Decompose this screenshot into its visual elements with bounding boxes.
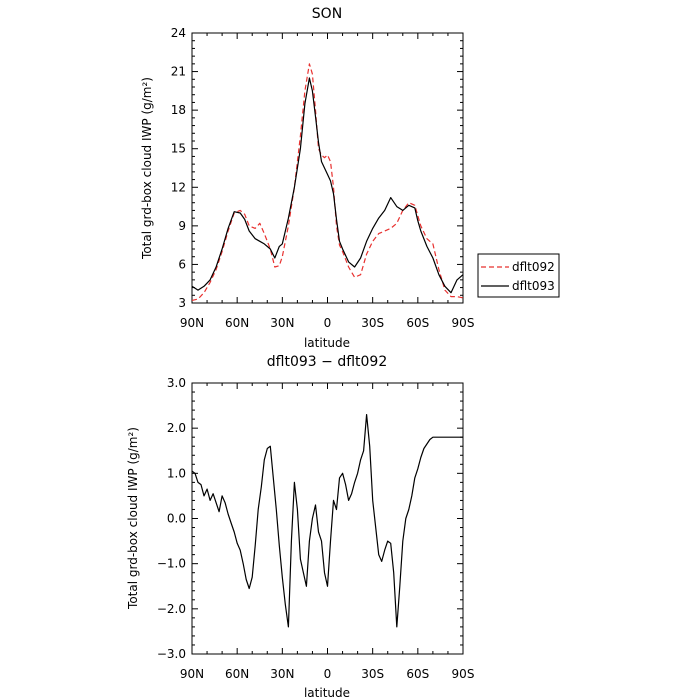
y-tick-label: −1.0 [157, 557, 186, 571]
x-tick-label: 60S [406, 316, 429, 330]
y-axis-label: Total grd-box cloud IWP (g/m²) [140, 77, 154, 260]
y-tick-label: 24 [171, 26, 186, 40]
x-tick-label: 60N [225, 667, 249, 681]
legend-label-dflt093: dflt093 [512, 279, 555, 293]
chart-bottom: dflt093 − dflt092 −3.0 −2.0 −1.0 0.0 1.0 2.0 3… [126, 354, 474, 700]
x-axis-label: latitude [304, 686, 350, 700]
x-tick-label: 60S [406, 667, 429, 681]
y-tick-label: 6 [178, 257, 186, 271]
y-axis-label: Total grd-box cloud IWP (g/m²) [126, 427, 140, 610]
x-axis: 90N 60N 30N 0 30S 60S 90S [180, 383, 475, 681]
series-line-dflt092 [191, 63, 464, 301]
chart-title: dflt093 − dflt092 [267, 354, 387, 370]
x-tick-label: 30N [270, 667, 294, 681]
x-tick-label: 0 [324, 667, 332, 681]
y-tick-label: 2.0 [167, 421, 186, 435]
plot-frame [191, 382, 464, 655]
x-tick-label: 30S [361, 316, 384, 330]
y-axis: 3 6 9 12 15 18 21 24 [171, 26, 463, 310]
y-tick-label: −2.0 [157, 602, 186, 616]
y-tick-label: 21 [171, 65, 186, 79]
series-line-dflt093 [191, 77, 464, 294]
plot-frame [191, 32, 464, 304]
series-group [191, 63, 464, 301]
legend-box [477, 253, 560, 298]
chart-top: SON 3 6 9 12 15 18 21 24 90N 60N 30N 0 30S 60S 90S la… [140, 6, 560, 350]
y-tick-label: 1.0 [167, 466, 186, 480]
x-tick-label: 90S [452, 667, 475, 681]
y-tick-label: 3 [178, 296, 186, 310]
x-tick-label: 90S [452, 316, 475, 330]
x-tick-label: 30N [270, 316, 294, 330]
y-tick-label: 18 [171, 103, 186, 117]
y-axis: −3.0 −2.0 −1.0 0.0 1.0 2.0 3.0 [157, 376, 463, 661]
chart-title: SON [312, 6, 342, 22]
series-line [191, 414, 463, 628]
x-axis-label: latitude [304, 336, 350, 350]
y-tick-label: 15 [171, 142, 186, 156]
legend: dflt092 dflt093 [477, 253, 560, 298]
x-axis: 90N 60N 30N 0 30S 60S 90S [180, 33, 475, 330]
x-tick-label: 30S [361, 667, 384, 681]
series-group [191, 414, 463, 628]
x-tick-label: 90N [180, 667, 204, 681]
x-tick-label: 90N [180, 316, 204, 330]
x-tick-label: 0 [324, 316, 332, 330]
y-tick-label: 3.0 [167, 376, 186, 390]
y-tick-label: −3.0 [157, 647, 186, 661]
y-tick-label: 12 [171, 180, 186, 194]
x-tick-label: 60N [225, 316, 249, 330]
y-tick-label: 9 [178, 219, 186, 233]
legend-label-dflt092: dflt092 [512, 260, 555, 274]
y-tick-label: 0.0 [167, 512, 186, 526]
